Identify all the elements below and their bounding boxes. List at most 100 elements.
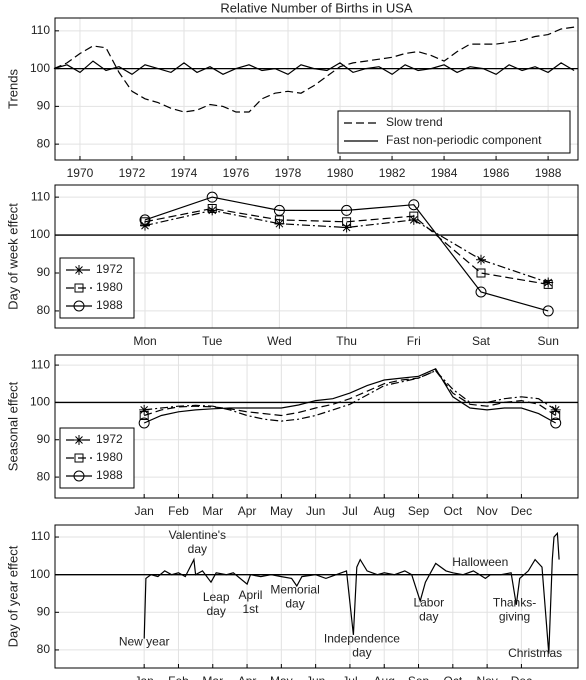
x-tick-label: Mar <box>202 504 223 518</box>
y-tick-label: 100 <box>30 61 50 75</box>
x-tick-label: Fri <box>407 334 421 348</box>
legend-marker <box>74 265 84 275</box>
y-tick-label: 90 <box>37 265 51 279</box>
annotation: day <box>188 542 207 556</box>
legend-label: 1980 <box>96 450 123 464</box>
marker <box>476 268 486 278</box>
x-tick-label: 1982 <box>379 166 406 180</box>
x-tick-label: 1978 <box>275 166 302 180</box>
x-tick-label: 1988 <box>535 166 562 180</box>
marker <box>551 410 561 420</box>
x-tick-label: Jun <box>306 674 325 680</box>
legend-marker <box>74 435 84 445</box>
annotation: Christmas <box>508 646 562 660</box>
marker <box>543 279 553 289</box>
panel: Jan Feb Mar Apr May Jun Jul Aug Sep Oct Nov Dec 80 90… <box>5 354 579 518</box>
marker <box>341 222 352 233</box>
plot-frame <box>54 524 579 669</box>
series-line <box>53 60 575 76</box>
y-tick-label: 110 <box>31 357 50 371</box>
plot-frame <box>54 17 579 161</box>
y-tick-label: 100 <box>30 227 50 241</box>
marker <box>542 305 554 317</box>
x-tick-label: Apr <box>238 674 257 680</box>
panel: Mon Tue Wed Thu Fri Sat Sun 80 90 100 110 Day of we… <box>5 184 579 348</box>
x-tick-label: Jan <box>134 674 153 680</box>
x-tick-label: Aug <box>374 674 395 680</box>
marker <box>550 417 562 429</box>
plot-frame <box>54 354 579 499</box>
marker <box>273 204 285 216</box>
x-tick-label: Dec <box>511 674 532 680</box>
annotation: Labor <box>413 596 444 610</box>
annotation: Leap <box>203 590 230 604</box>
y-axis-label: Trends <box>5 69 20 109</box>
series-line <box>144 196 549 312</box>
legend-label: Fast non-periodic component <box>386 133 542 147</box>
marker <box>139 404 150 415</box>
plot-area <box>55 525 578 668</box>
marker <box>341 204 353 216</box>
y-tick-label: 80 <box>37 642 51 656</box>
x-tick-label: Mon <box>133 334 156 348</box>
x-tick-label: Aug <box>374 504 395 518</box>
x-tick-label: Jul <box>342 504 357 518</box>
x-tick-label: Jan <box>134 504 153 518</box>
x-tick-label: Apr <box>238 504 257 518</box>
legend-label: 1972 <box>96 262 123 276</box>
marker <box>139 214 151 226</box>
x-tick-label: Oct <box>443 504 462 518</box>
marker <box>342 217 352 227</box>
y-tick-label: 80 <box>37 469 51 483</box>
marker <box>550 404 561 415</box>
legend-marker <box>74 453 84 463</box>
panel: Jan Feb Mar Apr May Jun Jul Aug Sep Oct Nov Dec 80 90… <box>5 524 579 680</box>
y-tick-label: 110 <box>31 23 50 37</box>
annotation: Thanks- <box>493 596 536 610</box>
y-tick-label: 80 <box>37 303 51 317</box>
y-tick-label: 100 <box>30 395 50 409</box>
x-tick-label: Feb <box>168 674 189 680</box>
marker <box>476 254 486 265</box>
legend-marker <box>73 300 85 312</box>
y-tick-label: 100 <box>30 567 50 581</box>
marker <box>408 199 420 211</box>
marker <box>207 204 217 214</box>
annotation: giving <box>499 610 530 624</box>
x-tick-label: 1984 <box>431 166 458 180</box>
series-line <box>143 368 556 424</box>
x-tick-label: 1972 <box>119 166 146 180</box>
marker <box>543 277 554 288</box>
series-line <box>53 26 575 113</box>
chart-title: Relative Number of Births in USA <box>220 0 413 15</box>
marker <box>207 205 218 216</box>
y-tick-label: 90 <box>37 99 51 113</box>
x-tick-label: Tue <box>202 334 223 348</box>
marker <box>206 191 218 203</box>
panel: 1970 1972 1974 1976 1978 1980 1982 1984 1986 1988… <box>5 0 579 180</box>
plot-area <box>55 355 578 498</box>
legend-label: Slow trend <box>386 115 443 129</box>
y-tick-label: 90 <box>37 432 51 446</box>
x-tick-label: May <box>270 504 293 518</box>
plot-area <box>55 185 578 328</box>
x-tick-label: Feb <box>168 504 189 518</box>
y-axis-label: Seasonal effect <box>5 381 20 471</box>
x-tick-label: Wed <box>267 334 291 348</box>
legend-marker <box>74 283 84 293</box>
marker <box>140 217 150 227</box>
annotation: day <box>352 645 371 659</box>
x-tick-label: Nov <box>476 674 497 680</box>
legend-label: 1988 <box>96 468 123 482</box>
x-tick-label: Jul <box>342 674 357 680</box>
x-tick-label: 1974 <box>171 166 198 180</box>
annotation: Valentine's <box>169 528 226 542</box>
x-tick-label: Mar <box>202 674 223 680</box>
annotation: day <box>419 610 438 624</box>
marker <box>138 417 150 429</box>
series-line <box>144 369 557 422</box>
x-tick-label: Sep <box>408 674 430 680</box>
legend-label: 1988 <box>96 298 123 312</box>
plot-frame <box>54 184 579 329</box>
